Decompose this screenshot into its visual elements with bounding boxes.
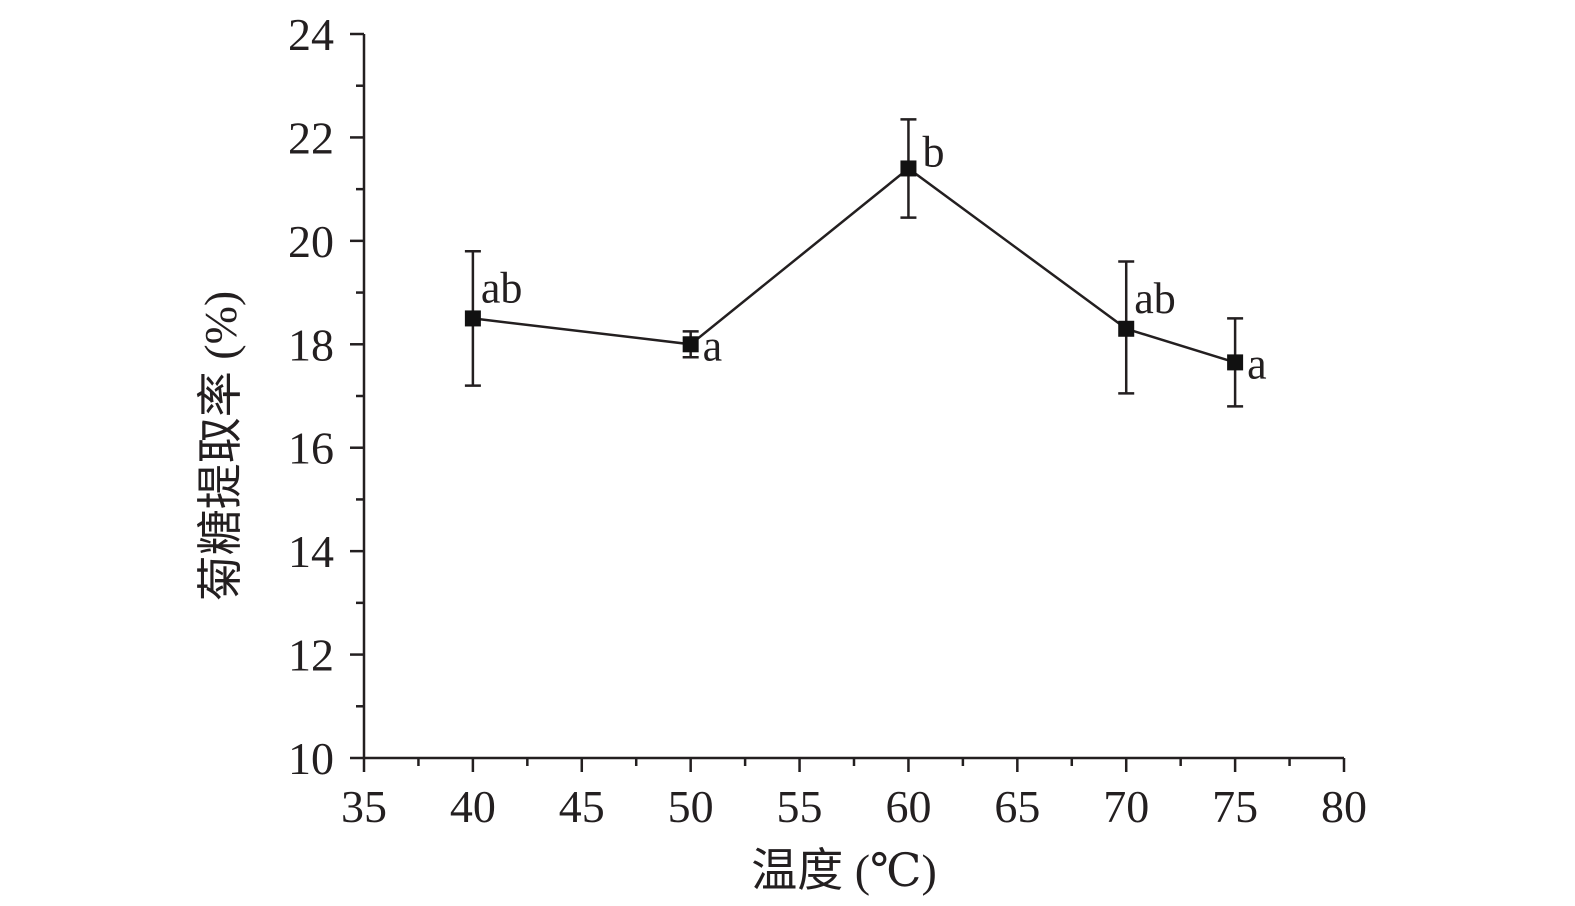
y-tick-label: 18: [288, 319, 334, 370]
x-tick-label: 40: [450, 781, 496, 832]
x-tick-label: 70: [1103, 781, 1149, 832]
x-tick-label: 55: [777, 781, 823, 832]
y-tick-label: 22: [288, 112, 334, 163]
data-point: [682, 336, 699, 353]
data-point: [900, 160, 917, 177]
y-tick-label: 20: [288, 216, 334, 267]
x-tick-label: 45: [559, 781, 605, 832]
y-tick-label: 12: [288, 630, 334, 681]
x-tick-label: 75: [1212, 781, 1258, 832]
significance-label: ab: [1134, 274, 1176, 323]
x-tick-label: 80: [1321, 781, 1367, 832]
x-tick-label: 65: [994, 781, 1040, 832]
y-tick-label: 14: [288, 526, 334, 577]
axes: [362, 34, 1344, 760]
x-axis-title: 温度 (℃): [751, 845, 937, 896]
data-point: [1118, 320, 1135, 337]
x-tick-label: 35: [341, 781, 387, 832]
significance-label: b: [922, 127, 944, 176]
ticks: 35 40 45 50 55 60 65 70 75 80 10 12 14 16 18 20 22 24: [288, 9, 1367, 832]
significance-label: a: [1247, 339, 1267, 388]
y-tick-label: 10: [288, 733, 334, 784]
y-axis-title: 菊糖提取率 (%): [195, 291, 246, 601]
data-point: [1227, 354, 1244, 371]
significance-label: ab: [481, 263, 523, 312]
significance-label: a: [703, 321, 723, 370]
y-tick-label: 16: [288, 423, 334, 474]
y-tick-label: 24: [288, 9, 334, 60]
x-tick-label: 50: [668, 781, 714, 832]
data-point: [464, 310, 481, 327]
x-tick-label: 60: [885, 781, 931, 832]
